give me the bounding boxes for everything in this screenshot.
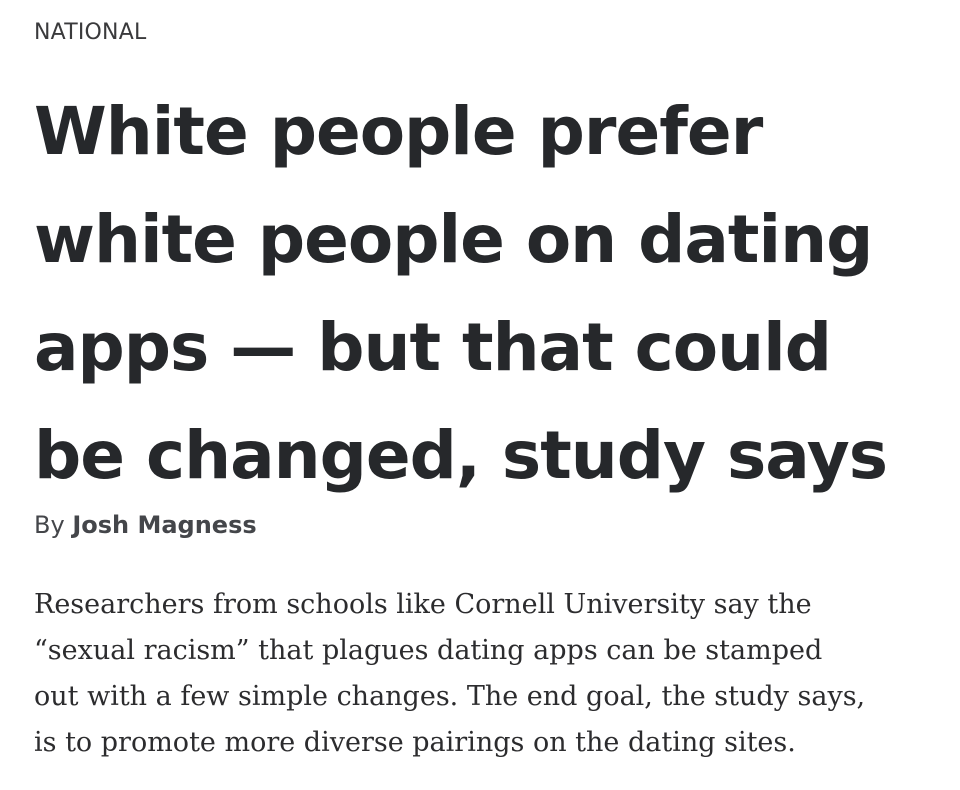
headline-line: white people on dating	[34, 201, 873, 278]
headline-line: apps — but that could	[34, 309, 832, 386]
headline-line: White people prefer	[34, 93, 763, 170]
summary-line: “sexual racism” that plagues dating apps…	[34, 635, 823, 666]
article-summary: Researchers from schools like Cornell Un…	[34, 582, 944, 766]
author-name[interactable]: Josh Magness	[72, 511, 257, 539]
section-label[interactable]: NATIONAL	[34, 20, 147, 45]
headline: White people prefer white people on dati…	[34, 78, 934, 510]
byline: By Josh Magness	[34, 510, 257, 540]
headline-line: be changed, study says	[34, 417, 888, 494]
byline-prefix: By	[34, 511, 65, 539]
summary-line: out with a few simple changes. The end g…	[34, 681, 866, 712]
summary-line: Researchers from schools like Cornell Un…	[34, 589, 812, 620]
summary-line: is to promote more diverse pairings on t…	[34, 727, 796, 758]
